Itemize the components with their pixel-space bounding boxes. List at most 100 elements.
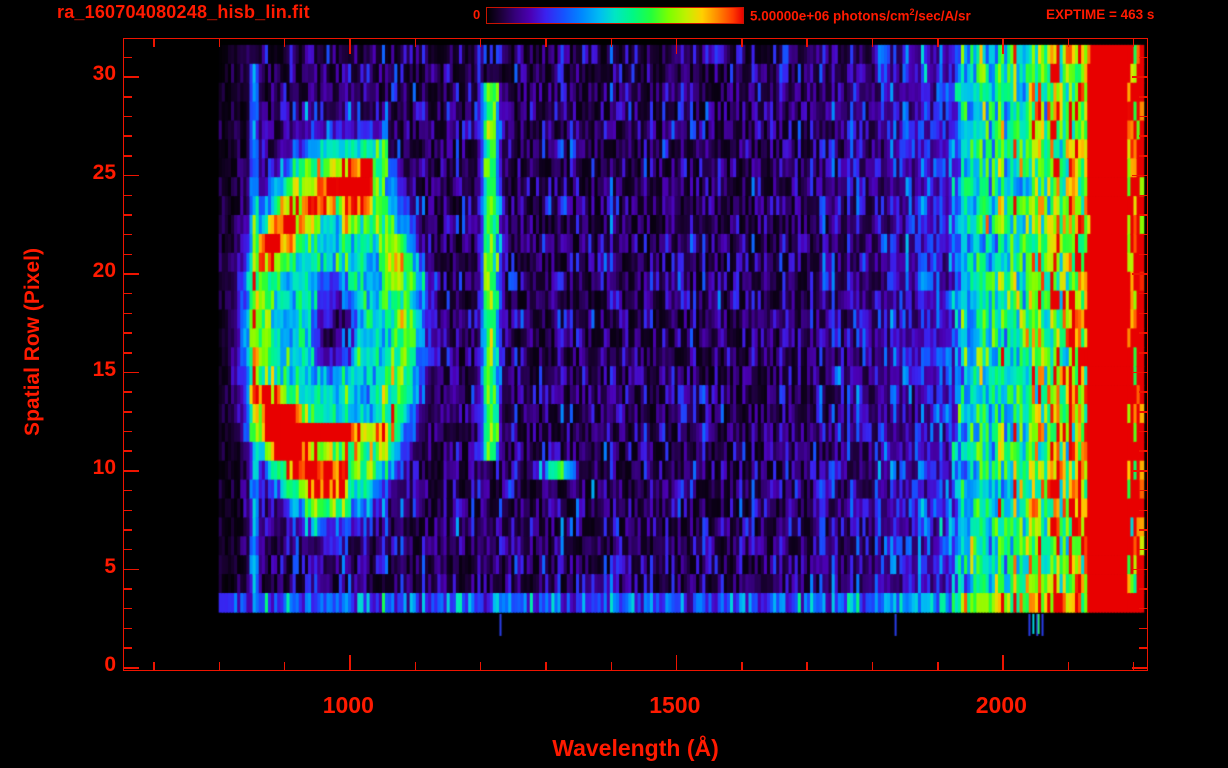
x-axis-tick [675, 39, 678, 54]
y-axis-tick [124, 568, 139, 571]
x-axis-tick-label: 2000 [975, 692, 1027, 718]
y-axis-tick [1139, 647, 1147, 649]
y-axis-tick [1132, 667, 1147, 669]
x-axis-tick [283, 39, 286, 47]
y-axis-tick [1139, 450, 1147, 452]
x-axis-title: Wavelength (Å) [552, 735, 719, 761]
y-axis-tick-labels: 0 5 10 15 20 25 30 [58, 38, 116, 676]
y-axis-tick [124, 76, 139, 78]
y-axis-tick [1139, 430, 1147, 433]
y-axis-tick [124, 371, 139, 374]
y-axis-tick [1139, 115, 1147, 118]
y-axis-tick [124, 607, 132, 610]
y-axis-tick [124, 214, 132, 216]
x-axis-tick [937, 39, 939, 47]
x-axis-tick-labels: 1000 1500 2000 [123, 692, 1148, 722]
y-axis-tick-label: 0 [104, 653, 116, 677]
x-axis-tick [871, 662, 874, 670]
exptime-label: EXPTIME = 463 s [1046, 7, 1155, 22]
y-axis-tick [124, 489, 132, 492]
y-axis-tick [1132, 76, 1147, 78]
y-axis-tick [1139, 214, 1147, 216]
x-axis-tick [414, 39, 417, 47]
y-axis-tick [124, 548, 132, 551]
y-axis-tick [124, 352, 132, 354]
colorbar-max-value: 5.00000e+06 [750, 8, 830, 24]
x-axis-tick [937, 662, 939, 670]
y-axis-tick [1139, 509, 1147, 512]
y-axis-tick [124, 391, 132, 393]
colorbar-max-label: 5.00000e+06 photons/cm2/sec/A/sr [750, 7, 971, 24]
page-title: ra_160704080248_hisb_lin.fit [57, 2, 310, 22]
y-axis-tick [124, 647, 132, 649]
y-axis-tick [1139, 627, 1147, 630]
colorbar-units-pre: photons/cm [829, 8, 910, 24]
y-axis-tick [1139, 391, 1147, 393]
y-axis-title: Spatial Row (Pixel) [21, 248, 44, 436]
x-axis-tick [1132, 662, 1135, 670]
y-axis-tick [124, 509, 132, 512]
y-axis-tick [1139, 155, 1147, 157]
y-axis-tick [124, 450, 132, 452]
x-axis-tick [479, 662, 482, 670]
x-axis-tick [545, 662, 547, 670]
y-axis-tick [1139, 332, 1147, 334]
y-axis-tick [1132, 371, 1147, 374]
y-axis-tick [124, 411, 132, 413]
y-axis-tick [124, 292, 132, 295]
x-axis-tick [1067, 39, 1070, 47]
colorbar-units-post: /sec/A/sr [914, 8, 971, 24]
x-axis-tick [545, 39, 547, 47]
x-axis-tick-label: 1500 [649, 692, 701, 718]
x-axis-tick [675, 655, 678, 670]
x-axis-tick [806, 39, 808, 47]
x-axis-tick [1132, 39, 1135, 47]
y-axis-tick [1139, 253, 1147, 256]
y-axis-tick-label: 30 [92, 62, 116, 86]
y-axis-tick-label: 5 [104, 554, 116, 578]
x-axis-tick [153, 662, 155, 670]
y-axis-tick [124, 588, 132, 590]
y-axis-tick [1139, 96, 1147, 98]
y-axis-tick [124, 96, 132, 98]
x-axis-tick [1067, 662, 1070, 670]
y-axis-tick [1139, 194, 1147, 197]
x-axis-tick [349, 39, 351, 54]
y-axis-tick [124, 627, 132, 630]
y-axis-tick [124, 115, 132, 118]
plot-frame [123, 38, 1148, 671]
y-axis-tick [124, 312, 132, 315]
y-axis-tick [1139, 529, 1147, 531]
x-axis-tick [283, 662, 286, 670]
colorbar-gradient [486, 7, 744, 24]
x-axis-tick-label: 1000 [322, 692, 374, 718]
y-axis-tick [124, 332, 132, 334]
y-axis-tick [1139, 607, 1147, 610]
y-axis-tick [124, 273, 139, 275]
y-axis-tick [1139, 411, 1147, 413]
y-axis-tick [1132, 470, 1147, 472]
x-axis-tick [479, 39, 482, 47]
colorbar-units-exponent: 2 [909, 7, 915, 17]
y-axis-tick [1132, 174, 1147, 177]
y-axis-tick [1139, 135, 1147, 137]
x-axis-tick [218, 39, 221, 47]
y-axis-tick [124, 233, 132, 236]
y-axis-tick [1139, 233, 1147, 236]
x-axis-tick [741, 662, 743, 670]
y-axis-tick-label: 20 [92, 259, 116, 283]
x-axis-tick [1002, 39, 1004, 54]
y-axis-tick [1139, 56, 1147, 59]
y-axis-tick [1139, 548, 1147, 551]
y-axis-tick [1139, 588, 1147, 590]
colorbar-min-label: 0 [473, 7, 481, 22]
y-axis-tick [124, 430, 132, 433]
y-axis-tick [1139, 312, 1147, 315]
x-axis-tick [218, 662, 221, 670]
y-axis-tick [124, 155, 132, 157]
spectrum-heatmap [124, 39, 1146, 669]
y-axis-tick [124, 529, 132, 531]
y-axis-tick [1139, 489, 1147, 492]
y-axis-tick [124, 135, 132, 137]
